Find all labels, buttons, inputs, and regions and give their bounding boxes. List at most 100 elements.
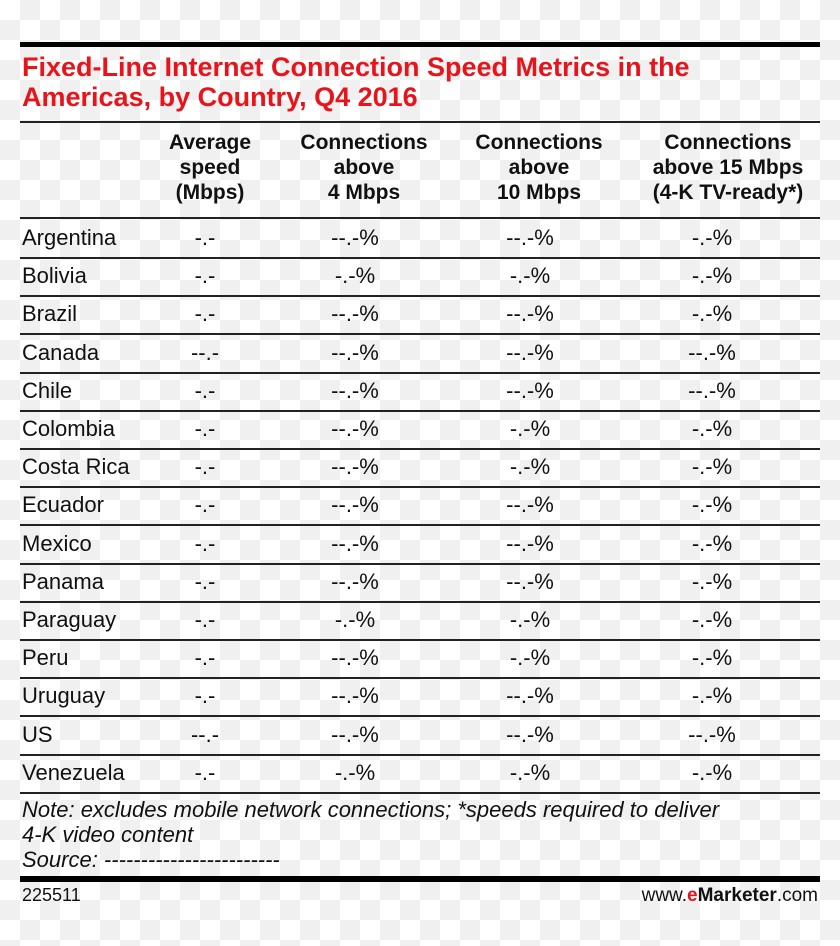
country-label: Paraguay bbox=[22, 607, 117, 632]
table-cell: -.-% bbox=[509, 263, 551, 289]
table-cell: -.-% bbox=[691, 683, 733, 709]
table-cell: --.-% bbox=[506, 568, 554, 594]
header-line: speed bbox=[179, 156, 241, 179]
table-row: Uruguay -.- --.-% --.-% -.-% bbox=[20, 677, 820, 718]
table-cell: -.-% bbox=[691, 607, 733, 632]
country-label: Colombia bbox=[22, 416, 115, 441]
table-row: Colombia -.- --.-% -.-% -.-% bbox=[20, 410, 820, 450]
table-cell: -.- bbox=[194, 607, 216, 632]
table-row: Brazil -.- --.-% --.-% -.-% bbox=[20, 295, 820, 336]
table-cell: --.-% bbox=[331, 301, 379, 327]
table-cell: --.-% bbox=[688, 377, 736, 403]
table-cell: --.-% bbox=[506, 721, 554, 747]
table-row: Mexico -.- --.-% --.-% -.-% bbox=[20, 525, 820, 565]
chart-title: Fixed-Line Internet Connection Speed Met… bbox=[22, 52, 690, 112]
table-cell: -.-% bbox=[509, 759, 551, 785]
brand-prefix: www. bbox=[641, 885, 688, 906]
table-cell: -.- bbox=[194, 263, 216, 289]
table-row: Peru -.- --.-% -.-% -.-% bbox=[20, 639, 820, 680]
header-average-speed: Average speed (Mbps) bbox=[140, 130, 280, 205]
header-line: 10 Mbps bbox=[496, 181, 582, 204]
table-cell: --.-% bbox=[331, 568, 379, 594]
brand-suffix: .com bbox=[776, 885, 818, 906]
country-label: Argentina bbox=[22, 225, 117, 250]
table-cell: --.- bbox=[190, 339, 220, 365]
table-row: Costa Rica -.- --.-% -.-% -.-% bbox=[20, 448, 820, 489]
table-cell: --.-% bbox=[506, 225, 554, 250]
emarketer-logo: www.eMarketer.com bbox=[642, 885, 818, 907]
table-cell: -.-% bbox=[691, 301, 733, 327]
table-cell: -.-% bbox=[334, 263, 376, 289]
table-cell: --.-% bbox=[331, 225, 379, 250]
country-label: Canada bbox=[22, 339, 100, 365]
brand-e: e bbox=[687, 885, 698, 906]
header-line: above 15 Mbps bbox=[652, 156, 804, 179]
country-label: US bbox=[22, 721, 53, 747]
table-row: Panama -.- --.-% --.-% -.-% bbox=[20, 563, 820, 603]
header-line: (4-K TV-ready*) bbox=[652, 181, 804, 204]
table-cell: --.-% bbox=[331, 530, 379, 556]
header-above-15: Connections above 15 Mbps (4-K TV-ready*… bbox=[630, 130, 826, 205]
table-cell: -.-% bbox=[691, 454, 733, 480]
table-cell: -.-% bbox=[509, 416, 551, 441]
table-cell: -.-% bbox=[691, 645, 733, 671]
bottom-rule bbox=[20, 876, 820, 882]
table-cell: --.-% bbox=[331, 645, 379, 671]
table-row: Ecuador -.- --.-% --.-% -.-% bbox=[20, 486, 820, 527]
header-line: above bbox=[333, 156, 395, 179]
table-cell: --.-% bbox=[506, 377, 554, 403]
table-cell: -.-% bbox=[509, 645, 551, 671]
header-line: Average bbox=[168, 131, 252, 154]
table-row: Argentina -.- --.-% --.-% -.-% bbox=[20, 219, 820, 259]
table-cell: --.-% bbox=[331, 377, 379, 403]
table-cell: -.- bbox=[194, 225, 216, 250]
table-cell: --.-% bbox=[506, 492, 554, 518]
country-label: Uruguay bbox=[22, 683, 106, 709]
country-label: Peru bbox=[22, 645, 69, 671]
header-line: above bbox=[508, 156, 570, 179]
header-line: Connections bbox=[664, 131, 792, 154]
table-cell: --.-% bbox=[506, 339, 554, 365]
table-cell: -.-% bbox=[691, 416, 733, 441]
table-cell: --.-% bbox=[688, 339, 736, 365]
note: Note: excludes mobile network connection… bbox=[22, 797, 822, 872]
table-row: US --.- --.-% --.-% --.-% bbox=[20, 716, 820, 756]
table-cell: -.-% bbox=[691, 263, 733, 289]
country-label: Ecuador bbox=[22, 492, 104, 518]
table-cell: --.-% bbox=[331, 339, 379, 365]
table-cell: --.-% bbox=[331, 416, 379, 441]
top-rule bbox=[20, 42, 820, 47]
header-line: (Mbps) bbox=[175, 181, 245, 204]
table-cell: -.-% bbox=[691, 530, 733, 556]
brand-name: Marketer bbox=[697, 885, 777, 906]
table-cell: -.-% bbox=[691, 492, 733, 518]
header-line: 4 Mbps bbox=[327, 181, 401, 204]
country-label: Panama bbox=[22, 568, 104, 594]
table-cell: -.- bbox=[194, 645, 216, 671]
table-cell: -.- bbox=[194, 492, 216, 518]
country-label: Bolivia bbox=[22, 263, 87, 289]
table-cell: -.-% bbox=[691, 568, 733, 594]
country-label: Mexico bbox=[22, 530, 92, 556]
table-row: Canada --.- --.-% --.-% --.-% bbox=[20, 334, 820, 374]
table-cell: -.-% bbox=[334, 759, 376, 785]
table-cell: -.- bbox=[194, 377, 216, 403]
table-cell: -.-% bbox=[509, 607, 551, 632]
table-cell: -.- bbox=[194, 416, 216, 441]
table-row: Venezuela -.- -.-% -.-% -.-% bbox=[20, 754, 820, 794]
table-row: Paraguay -.- -.-% -.-% -.-% bbox=[20, 601, 820, 641]
country-label: Venezuela bbox=[22, 759, 125, 785]
table-cell: -.- bbox=[194, 759, 216, 785]
table-cell: --.-% bbox=[331, 454, 379, 480]
header-above-4: Connections above 4 Mbps bbox=[280, 130, 448, 205]
table-cell: -.-% bbox=[509, 454, 551, 480]
note-line: Note: excludes mobile network connection… bbox=[22, 797, 720, 822]
table-cell: -.- bbox=[194, 683, 216, 709]
header-line: Connections bbox=[300, 131, 428, 154]
table-cell: -.- bbox=[194, 530, 216, 556]
table-cell: -.- bbox=[194, 301, 216, 327]
country-label: Brazil bbox=[22, 301, 78, 327]
header-line: Connections bbox=[475, 131, 603, 154]
source: Source: ------------------------ bbox=[22, 847, 280, 872]
